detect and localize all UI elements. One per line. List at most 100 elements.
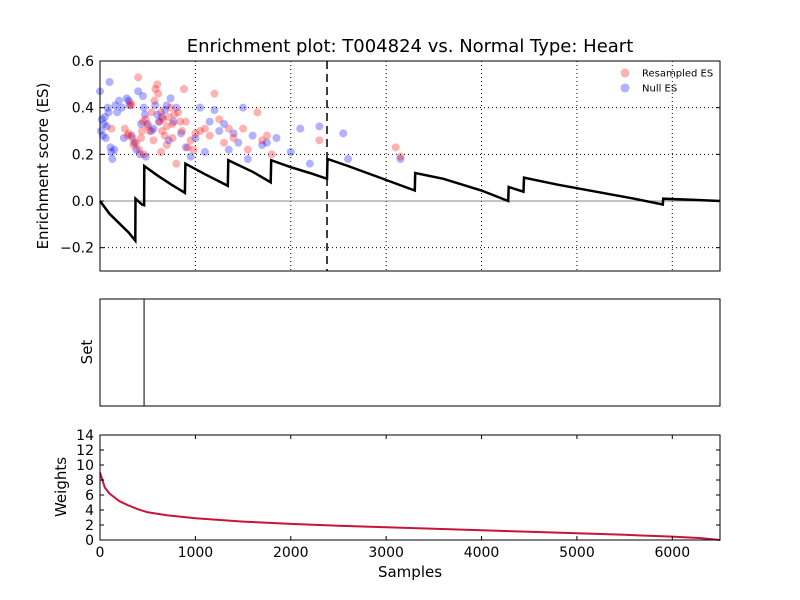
null-es-point xyxy=(196,103,205,112)
null-es-point xyxy=(164,136,173,145)
legend-label-null: Null ES xyxy=(642,84,677,95)
resampled-es-point xyxy=(179,85,188,93)
resampled-es-point xyxy=(168,120,177,128)
null-es-point xyxy=(181,143,190,152)
resampled-es-point xyxy=(176,117,185,126)
null-es-point xyxy=(243,155,252,163)
resampled-es-point xyxy=(200,124,209,133)
resampled-es-point xyxy=(162,122,171,131)
resampled-es-point xyxy=(150,96,159,105)
null-es-point xyxy=(136,150,145,159)
null-es-point xyxy=(124,96,133,105)
set-ylabel: Set xyxy=(78,340,96,365)
resampled-es-point xyxy=(134,73,143,82)
resampled-es-point xyxy=(170,110,179,119)
resampled-es-point xyxy=(138,117,147,126)
null-es-point xyxy=(103,103,112,112)
resampled-es-point xyxy=(153,80,162,89)
null-es-point xyxy=(98,131,107,140)
resampled-es-point xyxy=(396,152,405,161)
resampled-es-points xyxy=(107,73,405,168)
resampled-es-point xyxy=(164,113,173,121)
null-es-point xyxy=(339,129,348,138)
resampled-es-point xyxy=(220,138,228,147)
resampled-es-point xyxy=(205,131,214,140)
weights-xtick-label: 2000 xyxy=(273,545,309,561)
resampled-es-point xyxy=(145,127,154,135)
resampled-es-point xyxy=(107,124,116,133)
resampled-es-point xyxy=(191,129,200,138)
null-es-point xyxy=(111,101,120,110)
null-es-point xyxy=(315,122,324,131)
null-es-point xyxy=(106,143,115,152)
null-es-point xyxy=(96,127,105,135)
resampled-es-point xyxy=(315,136,324,145)
null-es-point xyxy=(169,117,178,126)
resampled-es-point xyxy=(189,145,198,154)
resampled-es-point xyxy=(166,103,175,112)
es-grid xyxy=(100,60,720,271)
chart-title: Enrichment plot: T004824 vs. Normal Type… xyxy=(187,36,634,57)
null-es-point xyxy=(344,155,352,163)
null-es-point xyxy=(166,94,175,103)
resampled-es-point xyxy=(132,138,141,147)
weights-ytick-label: 12 xyxy=(76,443,94,459)
es-ytick-label: −0.2 xyxy=(60,241,94,257)
weights-xtick-label: 1000 xyxy=(178,545,214,561)
weights-xtick-label: 4000 xyxy=(464,545,500,561)
legend: Resampled ES Null ES xyxy=(620,68,713,95)
null-es-point xyxy=(155,117,164,126)
weights-curve xyxy=(99,472,721,541)
null-es-point xyxy=(286,148,295,156)
null-es-point xyxy=(151,101,160,110)
null-es-point xyxy=(239,103,248,112)
set-frame xyxy=(99,298,721,407)
resampled-es-point xyxy=(128,134,137,142)
null-es-point xyxy=(108,155,117,163)
null-es-point xyxy=(262,138,271,147)
null-es-point xyxy=(248,131,257,140)
null-es-point xyxy=(138,92,147,100)
weights-ytick-label: 6 xyxy=(85,488,94,504)
resampled-es-point xyxy=(141,115,150,124)
resampled-es-point xyxy=(129,141,138,149)
resampled-es-point xyxy=(157,108,166,117)
null-es-point xyxy=(305,159,314,168)
resampled-es-point xyxy=(174,108,183,117)
null-es-point xyxy=(220,120,228,128)
resampled-es-point xyxy=(139,150,148,159)
null-es-point xyxy=(177,129,186,138)
resampled-es-point xyxy=(224,124,233,133)
es-ytick-label: 0.2 xyxy=(72,147,94,163)
null-es-point xyxy=(122,94,131,103)
null-es-points xyxy=(96,78,405,168)
resampled-es-point xyxy=(147,108,156,117)
null-es-point xyxy=(113,108,122,117)
resampled-es-point xyxy=(135,145,144,154)
weights-xtick-label: 3000 xyxy=(368,545,404,561)
resampled-es-point xyxy=(229,134,238,142)
es-ytick-label: 0.6 xyxy=(72,54,94,70)
resampled-es-point xyxy=(239,124,248,133)
resampled-es-point xyxy=(149,136,158,145)
null-es-point xyxy=(210,106,219,114)
null-es-point xyxy=(224,145,233,154)
null-es-point xyxy=(130,138,139,147)
legend-label-resampled: Resampled ES xyxy=(642,69,713,80)
null-es-point xyxy=(215,127,224,135)
null-es-point xyxy=(105,78,114,86)
null-es-point xyxy=(162,101,171,110)
resampled-es-point xyxy=(186,136,195,145)
null-es-point xyxy=(134,87,143,96)
null-es-point xyxy=(172,103,181,112)
weights-xtick-label: 5000 xyxy=(559,545,595,561)
null-es-point xyxy=(258,141,267,149)
weights-xtick-label: 0 xyxy=(96,545,105,561)
es-curve xyxy=(98,157,721,245)
null-es-point xyxy=(153,110,162,119)
resampled-es-point xyxy=(158,115,167,124)
null-es-point xyxy=(158,113,166,121)
resampled-es-point xyxy=(120,124,129,133)
resampled-es-point xyxy=(172,159,181,168)
